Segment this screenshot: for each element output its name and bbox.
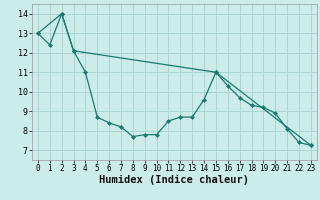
X-axis label: Humidex (Indice chaleur): Humidex (Indice chaleur) <box>100 175 249 185</box>
